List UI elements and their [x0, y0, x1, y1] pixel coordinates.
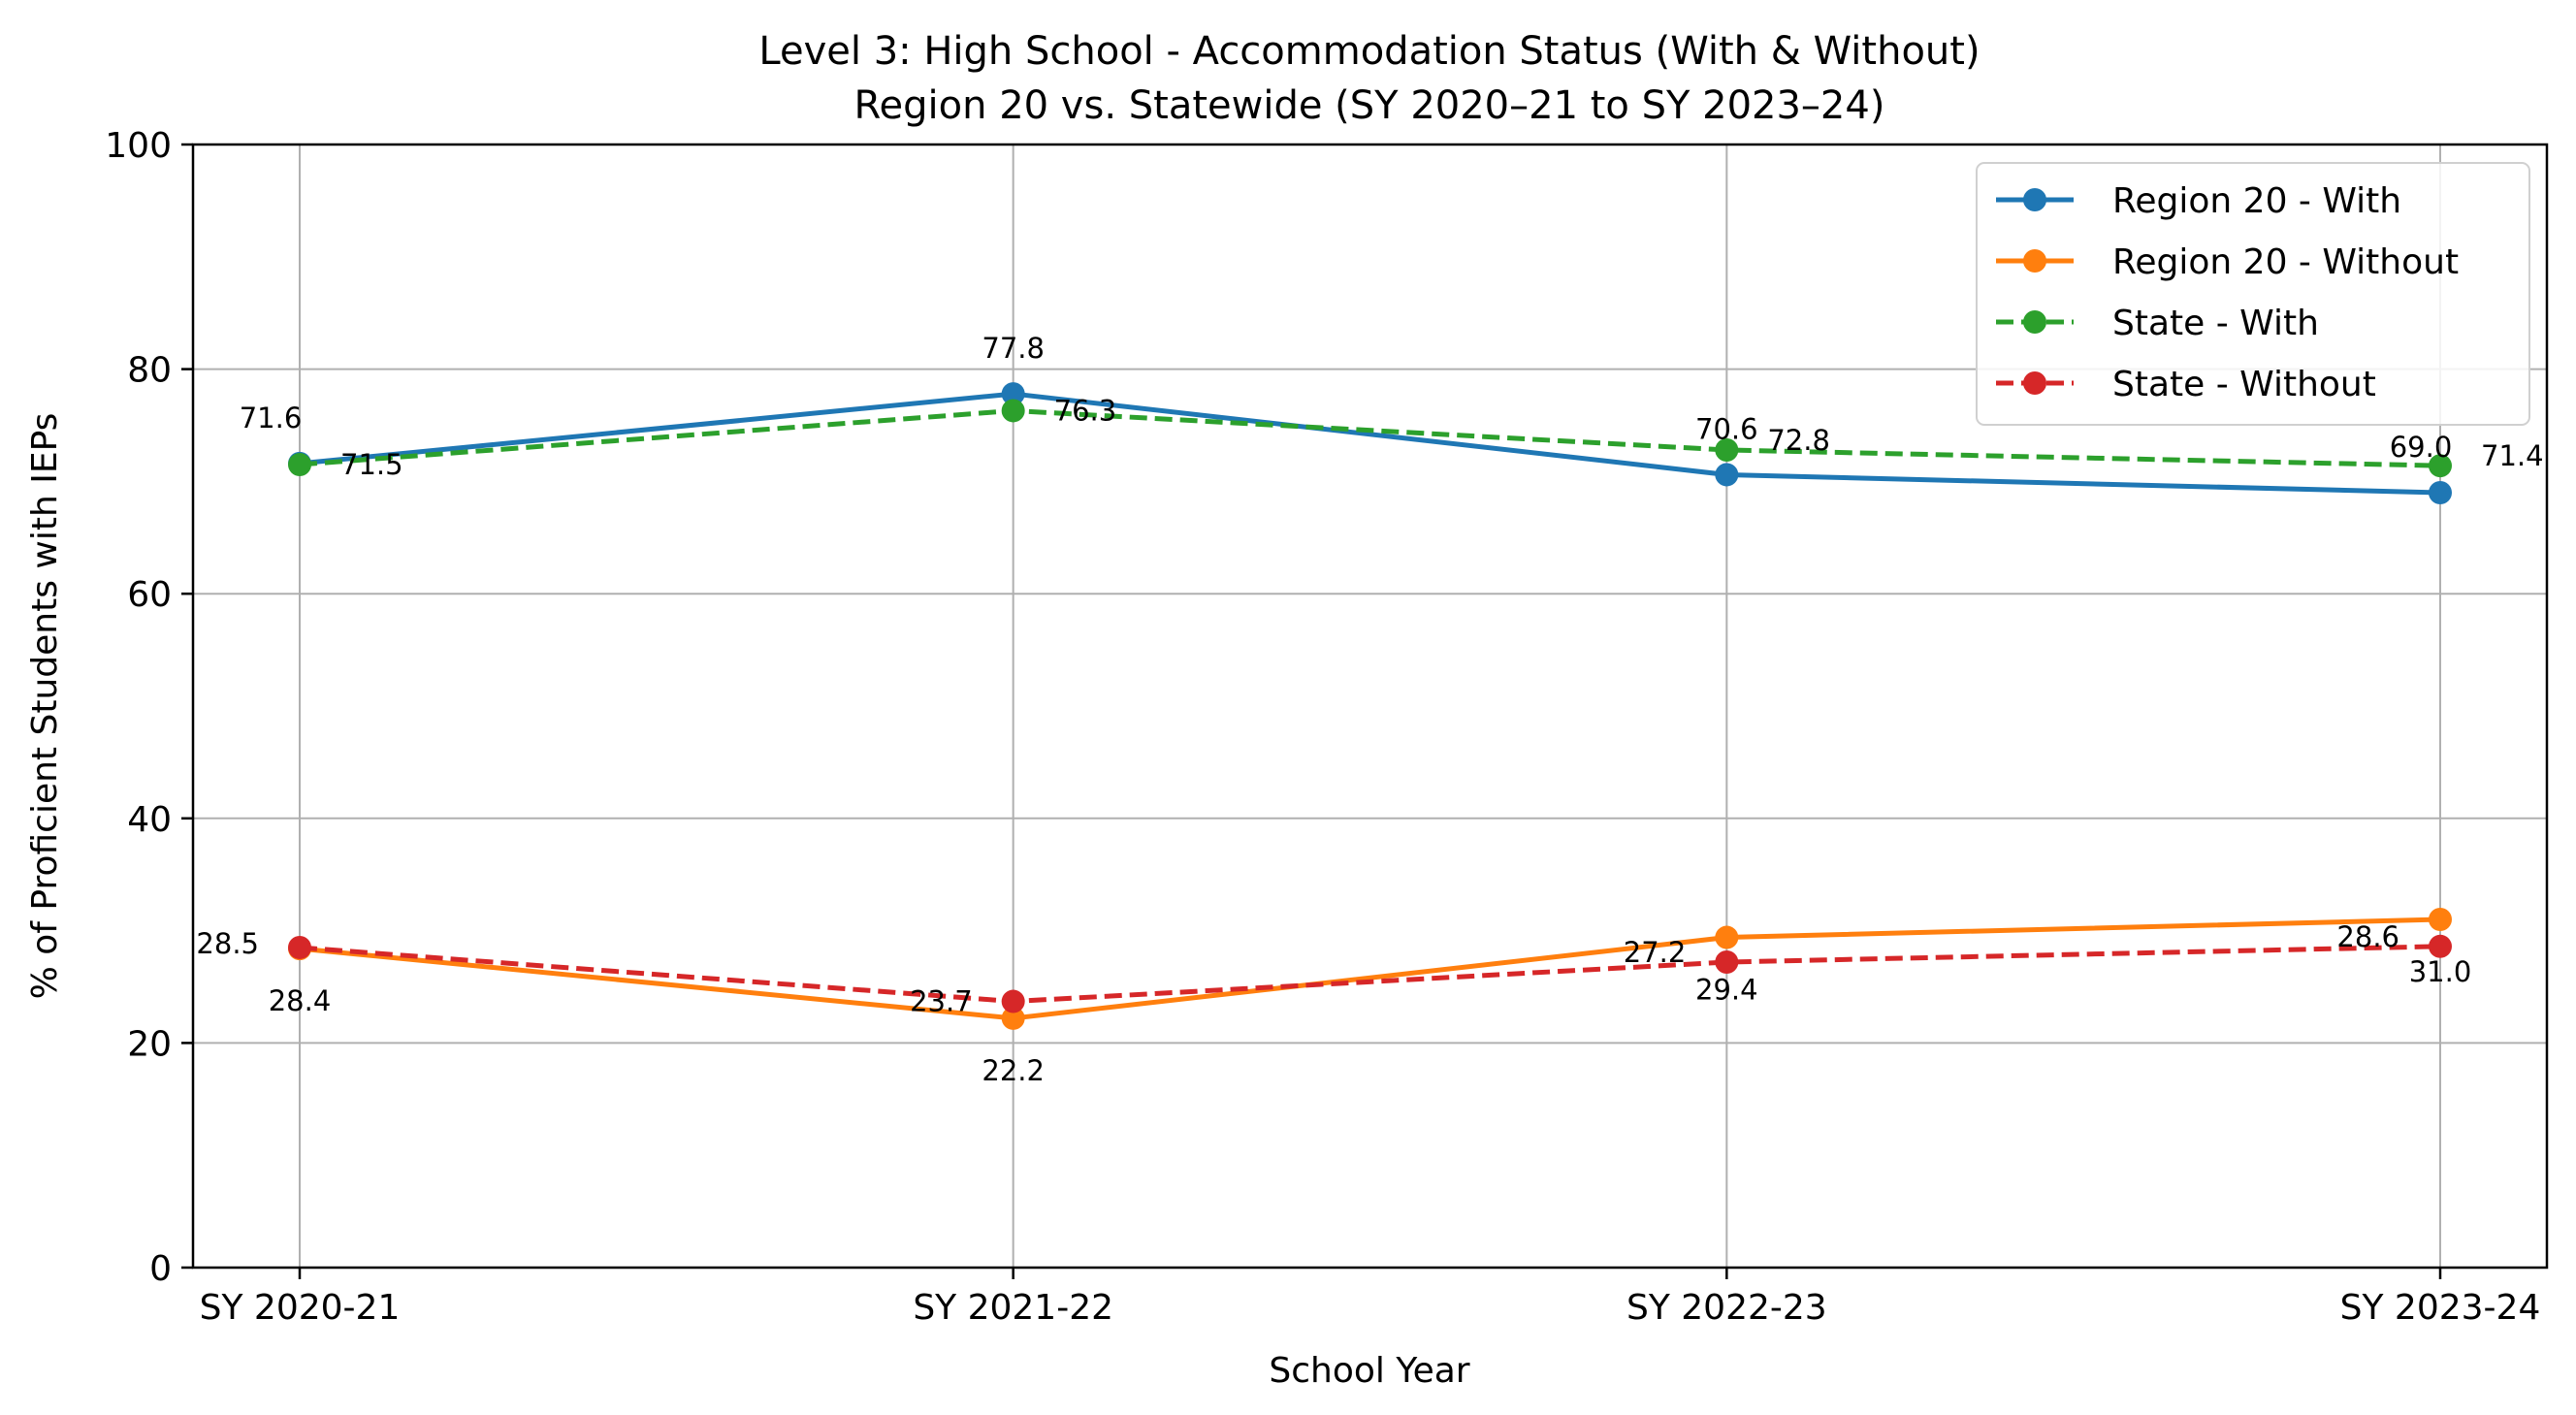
data-point	[1715, 437, 1739, 462]
data-point	[288, 453, 311, 477]
data-label: 70.6	[1695, 412, 1758, 445]
legend-label: State - With	[2112, 304, 2319, 343]
data-label: 76.3	[1054, 394, 1117, 427]
data-point	[2429, 480, 2452, 504]
legend: Region 20 - With Region 20 - Without State…	[1976, 162, 2530, 426]
y-tick-label: 100	[105, 126, 172, 166]
data-label: 72.8	[1767, 424, 1830, 457]
series-line	[299, 944, 2441, 1005]
data-point	[1715, 925, 1739, 949]
data-label: 23.7	[910, 985, 973, 1018]
data-label: 69.0	[2390, 431, 2453, 464]
series-layer	[288, 382, 2452, 1030]
data-labels: 71.6 77.8 70.6 69.0 28.4 22.2 29.4 31.0 71.5 76.3…	[196, 332, 2543, 1087]
legend-box	[1976, 162, 2530, 426]
legend-label: Region 20 - Without	[2112, 242, 2459, 282]
data-label: 28.4	[269, 984, 332, 1017]
chart-title: Level 3: High School - Accommodation Sta…	[758, 29, 1980, 74]
data-point	[1715, 950, 1739, 975]
data-label: 77.8	[982, 332, 1045, 365]
y-tick-label: 60	[127, 575, 172, 615]
data-label: 71.6	[240, 402, 303, 434]
x-tick-label: SY 2022-23	[1626, 1288, 1827, 1328]
x-axis-label: School Year	[1269, 1351, 1469, 1391]
x-tick-label: SY 2020-21	[200, 1288, 401, 1328]
data-label: 27.2	[1624, 936, 1687, 969]
y-tick-label: 40	[127, 800, 172, 840]
series-line	[299, 407, 2441, 468]
y-tick-label: 0	[149, 1249, 172, 1289]
data-point	[2429, 454, 2452, 478]
data-point	[1715, 463, 1739, 487]
y-tick-label: 20	[127, 1024, 172, 1064]
legend-label: Region 20 - With	[2112, 181, 2401, 221]
plot-frame	[191, 143, 2549, 1270]
data-label: 29.4	[1695, 974, 1758, 1007]
legend-label: State - Without	[2112, 365, 2376, 404]
data-point	[2429, 908, 2452, 932]
data-point	[1001, 399, 1025, 423]
data-label: 71.5	[340, 448, 403, 481]
data-label: 28.6	[2336, 920, 2399, 953]
axis-ticks: SY 2020-21 SY 2021-22 SY 2022-23 SY 2023-24…	[105, 126, 2540, 1328]
legend-marker	[2023, 371, 2046, 395]
data-label: 22.2	[982, 1054, 1045, 1087]
data-label: 31.0	[2409, 955, 2472, 988]
x-tick-label: SY 2021-22	[913, 1288, 1113, 1328]
series-line	[299, 917, 2441, 1021]
data-point	[1001, 382, 1025, 406]
data-point	[288, 935, 311, 959]
data-label: 28.5	[196, 927, 259, 960]
y-axis-label: % of Proficient Students with IEPs	[25, 413, 65, 1000]
y-tick-label: 80	[127, 351, 172, 391]
legend-marker	[2023, 249, 2046, 273]
legend-marker	[2023, 188, 2046, 211]
series-line	[299, 391, 2441, 496]
data-label: 71.4	[2481, 439, 2544, 472]
data-point	[1001, 1006, 1025, 1030]
x-tick-label: SY 2023-24	[2340, 1288, 2541, 1328]
legend-marker	[2023, 310, 2046, 334]
chart-subtitle: Region 20 vs. Statewide (SY 2020–21 to S…	[854, 83, 1885, 128]
data-point	[2429, 934, 2452, 958]
data-point	[1001, 989, 1025, 1013]
